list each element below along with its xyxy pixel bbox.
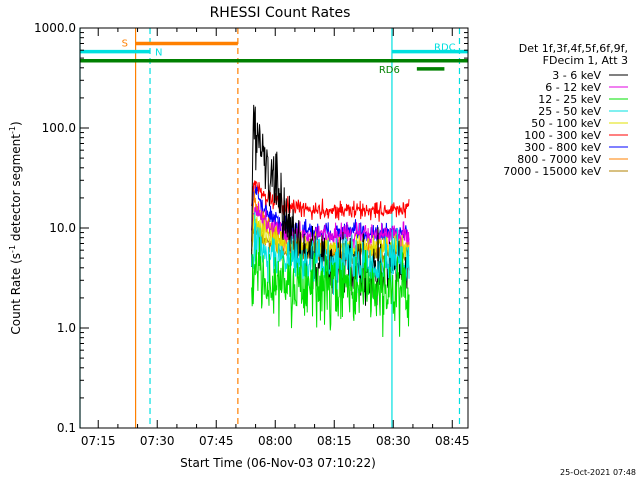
y-tick-label-1: 1.0: [57, 321, 76, 335]
y-axis-label-main: Count Rate (s: [9, 253, 23, 335]
legend-header-0: Det 1f,3f,4f,5f,6f,9f,: [519, 42, 628, 55]
x-tick-label-1: 07:30: [140, 434, 175, 448]
legend-label-5: 100 - 300 keV: [524, 129, 601, 142]
state-bars: S N RDC RD6: [80, 38, 468, 76]
legend-label-3: 25 - 50 keV: [538, 105, 601, 118]
y-tick-label-4: 1000.0: [34, 21, 76, 35]
chart-title: RHESSI Count Rates: [210, 5, 351, 21]
legend-label-6: 300 - 800 keV: [524, 141, 601, 154]
x-tick-label-3: 08:00: [258, 434, 293, 448]
footer-timestamp: 25-Oct-2021 07:48: [560, 468, 636, 477]
x-tick-label-6: 08:45: [435, 434, 470, 448]
x-tick-label-5: 08:30: [376, 434, 411, 448]
y-axis-label-rest: detector segment: [9, 134, 23, 245]
series-line-6: [251, 185, 410, 244]
y-axis-label: Count Rate (s-1 detector segment-1): [8, 121, 23, 334]
y-axis-label-sup2: -1: [8, 126, 17, 134]
series-line-4: [251, 213, 410, 263]
legend-label-0: 3 - 6 keV: [552, 69, 601, 82]
y-axis-ticks: 0.1 1.0 10.0 100.0 1000.0: [34, 21, 468, 435]
legend: Det 1f,3f,4f,5f,6f,9f,FDecim 1, Att 3 3 -…: [503, 42, 628, 178]
x-tick-label-2: 07:45: [199, 434, 234, 448]
legend-header-1: FDecim 1, Att 3: [543, 54, 628, 67]
y-axis-label-end: ): [9, 121, 23, 126]
x-axis-label: Start Time (06-Nov-03 07:10:22): [180, 456, 376, 470]
x-tick-label-4: 08:15: [317, 434, 352, 448]
legend-label-2: 12 - 25 keV: [538, 93, 601, 106]
state-bar-label-1: N: [155, 48, 162, 59]
y-axis-label-sup1: -1: [8, 245, 17, 253]
series-line-1: [251, 202, 410, 249]
legend-label-4: 50 - 100 keV: [531, 117, 601, 130]
x-axis-ticks: 07:15 07:30 07:45 08:00 08:15 08:30 08:45: [81, 28, 470, 448]
series-line-2: [251, 237, 410, 338]
x-tick-label-0: 07:15: [81, 434, 116, 448]
legend-label-7: 800 - 7000 keV: [517, 153, 601, 166]
y-tick-label-0: 0.1: [57, 421, 76, 435]
state-bar-label-3: RDC: [434, 43, 456, 54]
series-lines: [251, 104, 410, 338]
y-tick-label-2: 10.0: [49, 221, 76, 235]
legend-label-1: 6 - 12 keV: [545, 81, 601, 94]
y-tick-label-3: 100.0: [42, 121, 76, 135]
legend-label-8: 7000 - 15000 keV: [503, 165, 601, 178]
state-bar-label-0: S: [122, 38, 128, 49]
state-bar-label-4: RD6: [379, 65, 400, 76]
